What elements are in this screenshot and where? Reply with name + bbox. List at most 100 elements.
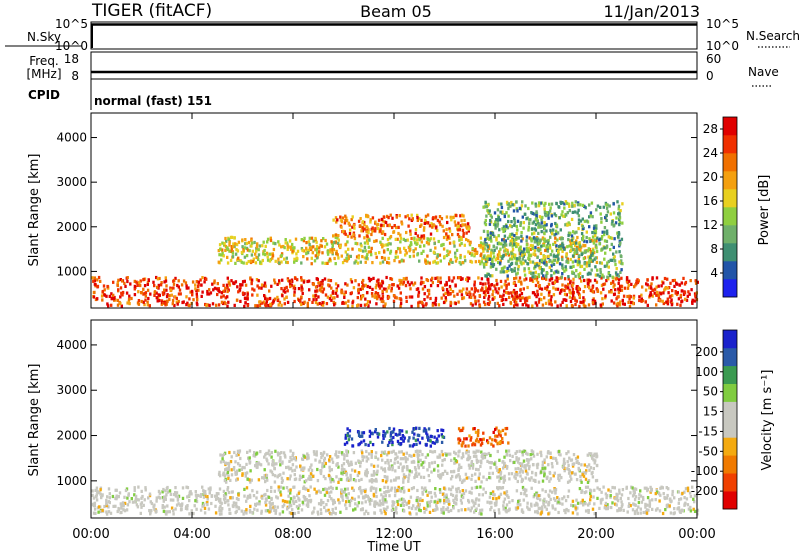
heatmap-cell xyxy=(532,291,536,295)
heatmap-cell xyxy=(492,222,496,227)
heatmap-cell xyxy=(329,248,332,252)
heatmap-cell xyxy=(515,456,518,460)
heatmap-cell xyxy=(547,246,550,250)
heatmap-cell xyxy=(421,436,424,440)
heatmap-cell xyxy=(117,288,120,292)
heatmap-cell xyxy=(433,251,436,255)
heatmap-cell xyxy=(386,223,389,228)
heatmap-cell xyxy=(521,450,524,454)
heatmap-cell xyxy=(608,204,611,208)
heatmap-cell xyxy=(199,494,202,498)
heatmap-cell xyxy=(384,302,387,306)
heatmap-cell xyxy=(376,501,379,505)
heatmap-cell xyxy=(408,444,412,448)
heatmap-cell xyxy=(607,259,610,264)
heatmap-cell xyxy=(96,284,100,288)
heatmap-cell xyxy=(224,286,227,290)
heatmap-cell xyxy=(250,241,254,245)
heatmap-cell xyxy=(605,279,608,283)
heatmap-cell xyxy=(317,252,320,256)
heatmap-cell xyxy=(464,223,467,227)
heatmap-cell xyxy=(308,494,311,498)
heatmap-cell xyxy=(324,461,327,466)
heatmap-cell xyxy=(445,493,448,497)
heatmap-cell xyxy=(358,248,361,252)
heatmap-cell xyxy=(506,274,509,278)
heatmap-cell xyxy=(403,436,406,440)
heatmap-cell xyxy=(143,284,147,288)
y-tick-label: 2000 xyxy=(56,220,87,234)
heatmap-cell xyxy=(317,502,321,506)
heatmap-cell xyxy=(374,430,377,434)
heatmap-cell xyxy=(278,279,281,283)
heatmap-cell xyxy=(540,470,543,474)
heatmap-cell xyxy=(220,291,224,295)
heatmap-cell xyxy=(554,229,558,233)
heatmap-cell xyxy=(545,288,549,292)
heatmap-cell xyxy=(495,503,498,507)
heatmap-cell xyxy=(418,508,421,512)
heatmap-cell xyxy=(615,267,618,271)
heatmap-cell xyxy=(503,214,506,219)
heatmap-cell xyxy=(142,503,145,507)
heatmap-cell xyxy=(588,501,591,505)
heatmap-cell xyxy=(532,236,536,240)
heatmap-cell xyxy=(525,246,529,250)
heatmap-cell xyxy=(491,274,494,278)
heatmap-cell xyxy=(368,300,371,304)
heatmap-cell xyxy=(266,240,269,244)
heatmap-cell xyxy=(455,490,458,494)
heatmap-cell xyxy=(330,248,333,252)
heatmap-cell xyxy=(326,453,329,457)
heatmap-cell xyxy=(175,491,179,495)
heatmap-cell xyxy=(628,304,632,308)
heatmap-cell xyxy=(653,291,656,295)
heatmap-cell xyxy=(305,252,308,256)
heatmap-cell xyxy=(498,250,501,254)
heatmap-cell xyxy=(552,254,556,258)
heatmap-cell xyxy=(473,252,476,257)
heatmap-cell xyxy=(455,498,458,502)
heatmap-cell xyxy=(445,453,448,457)
heatmap-cell xyxy=(416,452,419,456)
heatmap-cell xyxy=(526,452,529,456)
heatmap-cell xyxy=(293,284,296,288)
heatmap-cell xyxy=(414,231,417,235)
heatmap-cell xyxy=(300,261,303,265)
heatmap-cell xyxy=(507,207,510,211)
heatmap-cell xyxy=(422,236,426,240)
heatmap-cell xyxy=(458,490,461,494)
heatmap-cell xyxy=(126,301,129,305)
heatmap-cell xyxy=(657,295,661,300)
heatmap-cell xyxy=(286,300,290,304)
heatmap-cell xyxy=(161,504,164,508)
heatmap-cell xyxy=(237,493,240,497)
heatmap-cell xyxy=(388,494,391,498)
heatmap-cell xyxy=(639,511,642,515)
heatmap-cell xyxy=(610,505,613,510)
heatmap-cell xyxy=(488,300,492,304)
heatmap-cell xyxy=(166,504,169,508)
heatmap-cell xyxy=(272,247,276,252)
heatmap-cell xyxy=(357,256,360,260)
heatmap-cell xyxy=(213,281,216,285)
heatmap-cell xyxy=(443,495,446,499)
heatmap-cell xyxy=(610,299,613,303)
heatmap-cell xyxy=(505,283,508,287)
heatmap-cell xyxy=(389,235,393,239)
heatmap-cell xyxy=(208,491,211,495)
heatmap-cell xyxy=(532,478,535,482)
heatmap-cell xyxy=(377,284,381,288)
heatmap-cell xyxy=(301,291,304,295)
heatmap-cell xyxy=(450,470,453,474)
heatmap-cell xyxy=(203,280,206,284)
heatmap-cell xyxy=(372,478,375,482)
heatmap-cell xyxy=(316,302,319,306)
heatmap-cell xyxy=(517,466,520,471)
heatmap-cell xyxy=(344,493,348,497)
heatmap-cell xyxy=(236,249,240,253)
heatmap-cell xyxy=(237,462,240,466)
colorbar-segment xyxy=(723,135,737,154)
heatmap-cell xyxy=(515,471,518,475)
heatmap-cell xyxy=(241,280,245,284)
